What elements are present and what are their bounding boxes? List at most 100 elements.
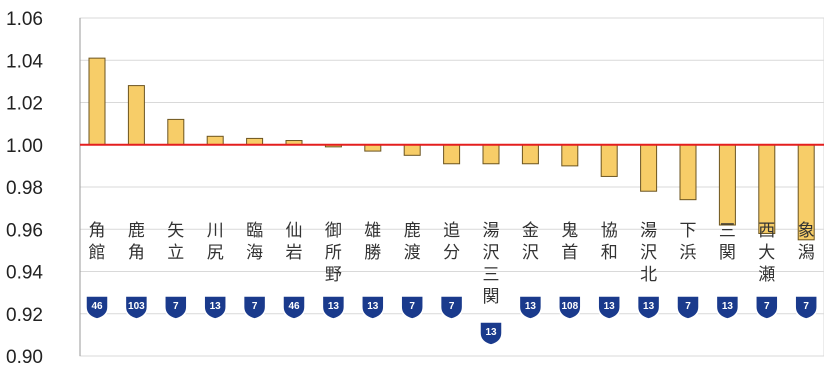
route-shield: 7 [439, 295, 464, 320]
bar [443, 144, 461, 165]
shield-icon [439, 295, 464, 320]
route-shield: 7 [400, 295, 424, 320]
route-number: 7 [449, 301, 455, 312]
route-shield: 7 [794, 295, 818, 320]
bar [600, 144, 618, 177]
shield-icon [518, 295, 543, 320]
route-number: 46 [288, 301, 300, 312]
bar [640, 144, 658, 192]
category-label: 鹿渡 [404, 221, 421, 263]
category-label: 鬼首 [561, 221, 578, 263]
bar [718, 144, 736, 226]
y-axis: 0.90 0.92 0.94 0.96 0.98 1.00 1.02 1.04 1.06 [6, 9, 81, 368]
shield-icon [676, 295, 700, 320]
category-label: 金沢 [522, 221, 539, 263]
shield-icon [400, 295, 424, 320]
route-shield: 13 [715, 295, 740, 320]
category-label: 協和 [601, 221, 618, 263]
shield-icon [85, 295, 109, 320]
category-label: 雄勝 [364, 221, 381, 263]
shield-icon [755, 295, 779, 320]
shield-icon [203, 295, 227, 320]
bar [127, 85, 145, 146]
category-label: 西大瀬 [758, 221, 775, 285]
route-number: 13 [485, 327, 497, 338]
category-label: 矢立 [167, 221, 184, 263]
route-shields: 46 103 7 13 7 46 13 13 7 7 13 13 108 13 13 7 13 7 7 [85, 295, 818, 346]
route-shield: 46 [85, 295, 109, 320]
bar [521, 144, 539, 165]
route-number: 7 [685, 301, 691, 312]
y-tick-label: 1.04 [6, 51, 43, 72]
shield-icon [361, 295, 385, 320]
route-number: 7 [409, 301, 415, 312]
route-number: 7 [764, 301, 770, 312]
route-number: 108 [561, 301, 578, 312]
category-label: 御所野 [325, 221, 342, 285]
route-number: 7 [173, 301, 179, 312]
bar [482, 144, 500, 165]
bar [403, 144, 421, 156]
category-label: 追分 [443, 221, 460, 263]
y-tick-label: 0.92 [6, 305, 43, 326]
route-shield: 108 [558, 295, 582, 320]
route-shield: 13 [518, 295, 543, 320]
route-number: 13 [210, 301, 222, 312]
shield-icon [794, 295, 818, 320]
y-tick-label: 0.98 [6, 178, 43, 199]
bar [561, 144, 579, 167]
y-tick-label: 1.00 [6, 136, 43, 157]
shield-icon [164, 295, 188, 320]
category-label: 湯沢三関 [483, 221, 500, 307]
route-number: 103 [128, 301, 145, 312]
category-label: 下浜 [680, 221, 697, 263]
route-shield: 46 [282, 295, 306, 320]
route-shield: 13 [361, 295, 385, 320]
category-label: 三関 [719, 221, 736, 263]
shield-icon [282, 295, 306, 320]
category-label: 臨海 [246, 221, 263, 263]
route-number: 13 [722, 301, 734, 312]
y-tick-label: 1.06 [6, 9, 43, 30]
shield-icon [715, 295, 740, 320]
y-tick-label: 1.02 [6, 94, 43, 115]
category-label: 角館 [89, 221, 106, 263]
category-label: 鹿角 [128, 221, 145, 263]
shield-icon [124, 295, 149, 320]
y-tick-label: 0.96 [6, 220, 43, 241]
y-tick-label: 0.94 [6, 263, 43, 284]
bar [679, 144, 697, 201]
bar [88, 57, 106, 146]
shield-icon [242, 295, 267, 320]
route-shield: 7 [755, 295, 779, 320]
route-shield: 7 [164, 295, 188, 320]
shield-icon [597, 295, 621, 320]
shield-icon [479, 321, 503, 346]
route-number: 13 [643, 301, 655, 312]
y-tick-label: 0.90 [6, 347, 43, 368]
route-shield: 7 [242, 295, 267, 320]
route-number: 46 [91, 301, 103, 312]
bar [167, 118, 185, 146]
shield-icon [321, 295, 346, 320]
category-label: 川尻 [207, 221, 224, 263]
category-label: 湯沢北 [640, 221, 657, 285]
shield-icon [636, 295, 661, 320]
route-shield: 13 [203, 295, 227, 320]
route-shield: 13 [597, 295, 621, 320]
shield-icon [558, 295, 582, 320]
route-number: 13 [367, 301, 379, 312]
bars [88, 57, 815, 241]
route-number: 7 [803, 301, 809, 312]
route-number: 7 [252, 301, 258, 312]
route-number: 13 [525, 301, 537, 312]
route-shield: 7 [676, 295, 700, 320]
category-label: 仙岩 [286, 221, 303, 263]
route-number: 13 [604, 301, 616, 312]
route-number: 13 [328, 301, 340, 312]
route-shield: 13 [479, 321, 503, 346]
category-label: 象潟 [798, 221, 815, 263]
route-shield: 13 [636, 295, 661, 320]
